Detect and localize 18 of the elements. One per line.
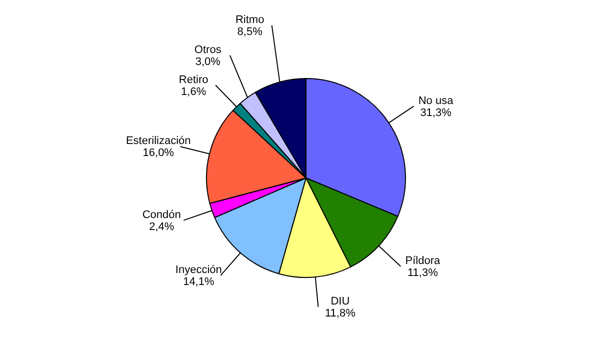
slice-label: No usa <box>418 94 454 107</box>
data-label: 16,0% <box>142 147 174 160</box>
slice-label: Otros <box>194 44 222 56</box>
slice-label: Esterilización <box>126 135 191 148</box>
slice-label: Inyección <box>175 264 222 276</box>
data-label: 8,5% <box>237 26 263 38</box>
data-label: 1,6% <box>181 86 206 98</box>
slice-label: DIU <box>330 295 350 308</box>
data-label: 31,3% <box>420 106 452 119</box>
slice-label: Píldora <box>405 254 441 267</box>
data-label: 2,4% <box>149 220 174 233</box>
slice-label: Condón <box>142 208 181 221</box>
data-label: 3,0% <box>195 56 221 68</box>
data-label: 11,3% <box>407 266 438 279</box>
data-label: 14,1% <box>183 276 214 288</box>
slice-label: Ritmo <box>235 14 264 26</box>
data-label: 11,8% <box>325 307 356 320</box>
slice-label: Retiro <box>178 74 208 86</box>
